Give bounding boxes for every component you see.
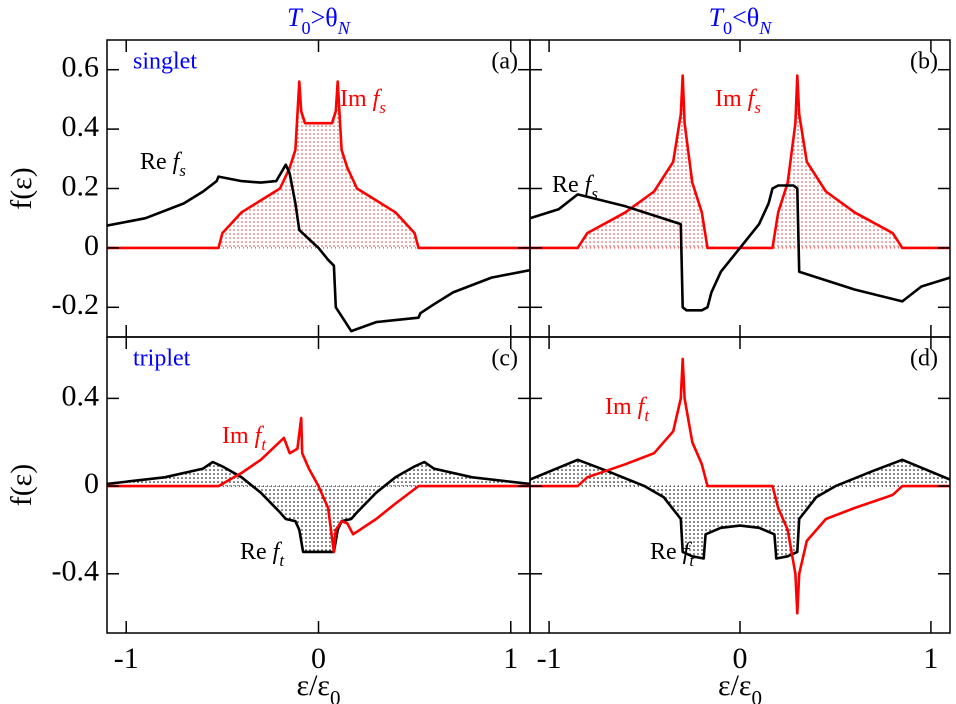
series-label: Re ft [650, 539, 694, 571]
y-tick-label: -0.2 [52, 288, 100, 321]
panel-label: (b) [910, 49, 938, 75]
series-label: Re fs [552, 172, 598, 204]
y-axis-label: f(ε) [5, 167, 38, 210]
area-fill [107, 81, 530, 248]
series-label: Re ft [240, 539, 284, 571]
x-tick-label: 0 [733, 642, 748, 675]
x-tick-label: 1 [503, 642, 518, 675]
y-tick-label: 0.4 [62, 110, 100, 143]
panel-title: T0<θN [709, 3, 773, 38]
curve [107, 416, 530, 554]
x-tick-label: -1 [537, 642, 562, 675]
y-tick-label: 0.2 [62, 169, 100, 202]
series-label: Im fs [340, 86, 386, 118]
y-tick-label: 0.4 [62, 379, 100, 412]
area-fill [530, 459, 950, 559]
annotation: triplet [133, 346, 191, 372]
x-tick-label: -1 [114, 642, 139, 675]
y-tick-label: 0.6 [62, 51, 100, 84]
plot-area [107, 416, 530, 554]
plot-area [530, 357, 950, 615]
area-fill [107, 462, 530, 552]
series-label: Im ft [222, 423, 266, 455]
y-tick-label: 0 [84, 229, 99, 262]
panel-label: (a) [491, 49, 518, 75]
x-tick-label: 0 [311, 642, 326, 675]
plot-area [107, 80, 530, 333]
curve [107, 163, 530, 333]
curve [107, 460, 530, 554]
curve [530, 357, 950, 615]
annotation: singlet [133, 49, 197, 75]
series-label: Im fs [715, 86, 761, 118]
series-label: Re fs [140, 149, 186, 181]
y-tick-label: -0.4 [52, 555, 100, 588]
y-axis-label: f(ε) [5, 464, 38, 507]
x-tick-label: 1 [923, 642, 938, 675]
series-label: Im ft [605, 394, 649, 426]
panel-label: (d) [910, 346, 938, 372]
panel-title: T0>θN [287, 3, 351, 38]
curve [530, 184, 950, 312]
curve [107, 80, 530, 250]
panel-label: (c) [491, 346, 518, 372]
y-tick-label: 0 [84, 467, 99, 500]
x-axis-label: ε/ε0 [718, 669, 762, 704]
curve [530, 458, 950, 560]
plot-area [530, 74, 950, 312]
x-axis-label: ε/ε0 [296, 669, 340, 704]
